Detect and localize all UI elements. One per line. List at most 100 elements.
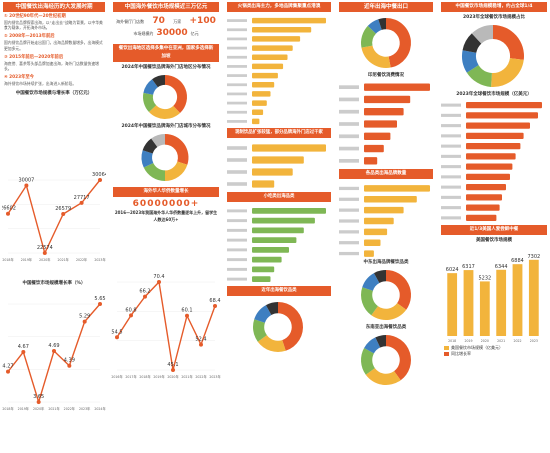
sub-title: 东南亚出海餐饮品类 xyxy=(365,325,407,330)
bar xyxy=(252,237,297,244)
category-label-placeholder xyxy=(441,134,461,138)
middle-east-donut-chart xyxy=(361,270,411,320)
bar xyxy=(252,82,275,88)
donut-slice xyxy=(257,335,286,352)
bar xyxy=(252,63,284,70)
bar xyxy=(512,264,523,336)
data-label: 52.4 xyxy=(195,337,206,343)
category-label-placeholder xyxy=(441,103,461,107)
column-3: 火锅类出海主力，多地品牌集聚重点港澳 现制饮品扩张较猛，部分品牌海外门店过千家 … xyxy=(224,0,334,453)
section-title: 现制饮品扩张较猛，部分品牌海外门店过千家 xyxy=(227,128,331,138)
data-label: 2021 xyxy=(497,339,505,343)
column-2: 中国海外餐饮市场规模近三万亿元 海外餐厅门店数 70 万家 +100 市场规模约… xyxy=(110,0,222,453)
sub-title: 美国餐饮市场规模 xyxy=(476,238,512,243)
category-label-placeholder xyxy=(227,182,247,186)
us-market-bar-chart: 6024 2018 6317 2019 5232 2020 6344 2021 6884 2022… xyxy=(446,254,540,343)
col1-title: 中国餐饮出海经历的大发展时期 xyxy=(3,2,105,12)
data-point xyxy=(52,349,56,354)
bar xyxy=(466,132,524,139)
category-label-placeholder xyxy=(339,159,359,163)
bar xyxy=(466,204,500,211)
event-text: 海底捞、喜茶等头部品牌加速出海，海外门店数量快速增长。 xyxy=(4,60,99,72)
category-label-placeholder xyxy=(441,216,461,220)
data-label: 26602 xyxy=(2,206,16,212)
data-label: 2020 xyxy=(481,339,489,343)
stat-suffix: 亿元 xyxy=(190,31,199,36)
bar xyxy=(466,153,516,160)
column-4: 近年出海中餐出口 印尼餐饮消费情况 各品类出海品牌数量 中东出海品牌餐饮品类 东… xyxy=(336,0,436,453)
data-label: 4.39 xyxy=(64,358,75,364)
donut-slice xyxy=(386,335,411,381)
category-label-placeholder xyxy=(227,19,247,22)
event-item: ② 2008年—2013年前后 国内餐饮品牌开始走出国门，出海品牌数量增多，出海… xyxy=(4,34,104,50)
bar xyxy=(252,276,271,283)
bar xyxy=(252,17,326,24)
bar xyxy=(466,184,506,191)
donut-slice xyxy=(371,303,407,320)
donut-slice xyxy=(165,75,187,114)
event-text: 国内餐饮品牌探索出海，以“走出去”战略为背景，以中华美食为载体，开拓海外市场。 xyxy=(4,20,103,31)
stat-label: 市场规模约 xyxy=(133,31,154,36)
donut-slice xyxy=(373,270,386,283)
bar xyxy=(466,173,510,180)
data-label: 4.69 xyxy=(48,343,59,349)
market-size-line-chart: 26602 2018年 30007 2019年 22574 2020年 26579 2021年… xyxy=(2,172,106,262)
category-label-placeholder xyxy=(441,206,461,210)
growth-rate-line-chart: 4.27 2018年 4.67 2019年 3.65 2020年 4.69 2021年 4.39… xyxy=(2,296,106,411)
bar xyxy=(463,270,474,336)
event-item: ④ 2023年至今 海外餐饮市场持续扩张，出海进入新阶段。 xyxy=(4,75,104,86)
donut-slice xyxy=(165,134,189,165)
bar xyxy=(364,196,417,203)
global-market-bar-chart xyxy=(441,102,542,221)
donut-slice xyxy=(361,347,375,375)
data-label: 2021年 xyxy=(58,257,70,262)
column-5: 中国餐饮市场规模稳增，约占全球1/4 2023年全球餐饮市场规模占比 2023年… xyxy=(438,0,550,453)
donut-slice xyxy=(375,335,386,348)
southeast-asia-donut-chart xyxy=(361,335,411,385)
bar xyxy=(252,227,304,234)
event-text: 海外餐饮市场持续扩张，出海进入新阶段。 xyxy=(4,81,77,87)
data-label: 2020年 xyxy=(167,374,179,379)
category-label-placeholder xyxy=(227,65,247,68)
bar xyxy=(252,54,288,60)
category-label-placeholder xyxy=(339,241,359,245)
stat-suffix: 万家 xyxy=(173,19,182,24)
legend: 美国餐饮市场规模（亿美元） 同比增长率 xyxy=(438,344,550,358)
category-label-placeholder xyxy=(441,175,461,179)
data-label: 66.2 xyxy=(139,289,150,295)
data-label: 3.65 xyxy=(33,394,44,400)
snack-bar-chart xyxy=(227,207,326,283)
category-label-placeholder xyxy=(227,46,247,50)
data-point xyxy=(79,200,84,205)
bar xyxy=(364,157,378,165)
data-point xyxy=(67,363,72,368)
data-point xyxy=(98,302,102,306)
event-label: ① 20世纪90年代—20世纪初期 xyxy=(4,14,66,19)
stat-value: +100 xyxy=(189,16,216,26)
data-label: 27717 xyxy=(74,195,90,201)
data-label: 2022 xyxy=(513,339,521,343)
data-label: 2024年 xyxy=(94,406,106,411)
col2-title: 中国海外餐饮市场规模近三万亿元 xyxy=(113,2,219,12)
category-label-placeholder xyxy=(227,158,247,162)
sub-title: 2023年全球餐饮市场规模占比 xyxy=(462,15,526,20)
category-label-placeholder xyxy=(441,144,461,148)
event-label: ② 2008年—2013年前后 xyxy=(4,34,55,40)
donut-slice xyxy=(361,45,391,68)
donut1-title: 2024年中国餐饮品牌海外门店地区分布情况 xyxy=(121,65,211,70)
category-label-placeholder xyxy=(441,195,461,199)
section-title: 餐饮出海地区选择多集中在亚洲，国家多选择新加坡 xyxy=(113,44,219,62)
col4-title: 近年出海中餐出口 xyxy=(339,2,433,12)
bar xyxy=(447,273,458,336)
big-number: 60000000+ xyxy=(132,199,200,209)
stat-value: 70 xyxy=(152,16,165,26)
data-point xyxy=(115,335,119,340)
category-label-placeholder xyxy=(339,186,359,191)
section-title: 各品类出海品牌数量 xyxy=(339,169,433,179)
events-list: ① 20世纪90年代—20世纪初期 国内餐饮品牌探索出海，以“走出去”战略为背景… xyxy=(0,14,108,86)
category-label-placeholder xyxy=(227,219,247,223)
category-label-placeholder xyxy=(339,146,359,151)
bar xyxy=(364,95,411,104)
data-point xyxy=(199,342,203,347)
bar xyxy=(252,246,289,253)
